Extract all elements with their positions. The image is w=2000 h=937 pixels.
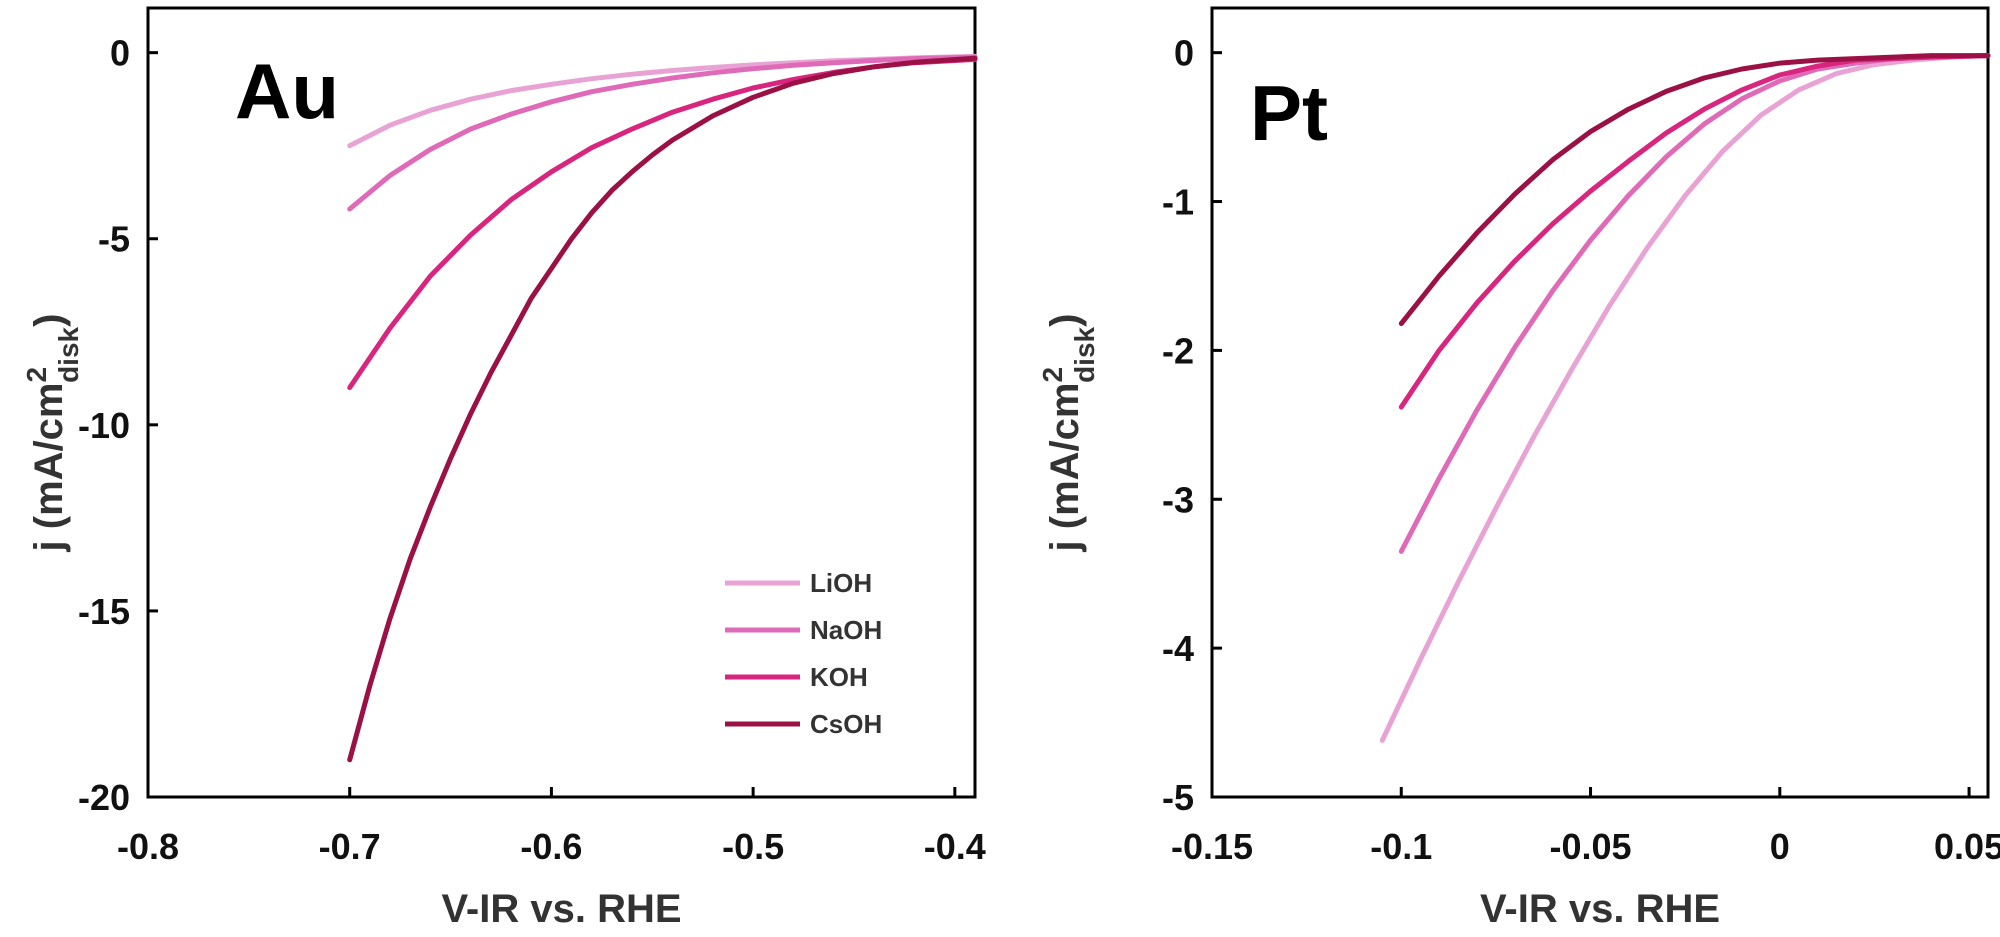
chart-au-legend-label: KOH [810, 662, 868, 692]
chart-pt-x-tick-label: 0 [1770, 826, 1790, 867]
chart-au-y-axis-label: j (mA/cm2disk) [21, 314, 84, 553]
chart-au-legend-label: CsOH [810, 709, 882, 739]
chart-pt-series-line-lioh [1379, 53, 1991, 743]
chart-au-y-axis-label-main: j (mA/cm [27, 383, 71, 553]
chart-au-y-tick-label: 0 [110, 33, 130, 74]
chart-au-y-axis-label-close: ) [27, 314, 71, 327]
chart-au-x-tick-label: -0.5 [722, 826, 784, 867]
chart-au-y-axis-label-sub: disk [53, 326, 84, 382]
chart-pt-y-tick-label: -4 [1162, 628, 1194, 669]
chart-au-y-axis-label-sup: 2 [21, 367, 52, 383]
chart-au-panel-label: Au [235, 47, 339, 135]
chart-au-plot-frame [146, 6, 977, 799]
chart-pt-y-tick-label: -5 [1162, 777, 1194, 818]
chart-pt-y-tick-label: 0 [1174, 33, 1194, 74]
chart-au-series-line-lioh [347, 53, 978, 149]
chart-au-series-line-naoh [347, 54, 978, 212]
chart-au-y-tick-label: -20 [78, 777, 130, 818]
chart-au-x-tick-label: -0.7 [319, 826, 381, 867]
chart-pt-x-tick-label: -0.1 [1370, 826, 1432, 867]
pt-panel: 0 -1 -2 -3 -4 -5 -0.15 -0.1 -0.05 0 0.05 V-IR vs. R… [1037, 6, 2000, 931]
chart-pt-x-axis-label: V-IR vs. RHE [1480, 887, 1720, 931]
chart-pt-x-tick-label: -0.15 [1171, 826, 1253, 867]
chart-au-legend: LiOH NaOH KOH CsOH [725, 568, 882, 739]
chart-pt-x-tick-label: -0.05 [1550, 826, 1632, 867]
chart-au-y-tick-label: -10 [78, 405, 130, 446]
chart-pt-plot-frame [1210, 6, 1990, 799]
chart-pt-series-line-naoh [1398, 53, 1991, 554]
chart-au-series-line-csoh [347, 55, 978, 763]
chart-au-x-tick-label: -0.6 [520, 826, 582, 867]
chart-pt-y-tick-label: -3 [1162, 479, 1194, 520]
chart-pt-series-line-csoh [1398, 53, 1991, 327]
chart-pt-y-axis-label-sub: disk [1069, 326, 1100, 382]
chart-au-legend-label: NaOH [810, 615, 882, 645]
chart-au-x-tick-label: -0.8 [117, 826, 179, 867]
au-panel: 0 -5 -10 -15 -20 -0.8 -0.7 -0.6 -0.5 -0.4 V-IR vs.… [21, 6, 986, 931]
chart-au-x-tick-label: -0.4 [924, 826, 986, 867]
chart-pt-y-axis-label-main: j (mA/cm [1043, 383, 1087, 553]
chart-pt-y-tick-label: -2 [1162, 330, 1194, 371]
chart-au-y-tick-label: -15 [78, 591, 130, 632]
chart-pt-y-axis-label-close: ) [1043, 314, 1087, 327]
chart-pt-y-axis-label-sup: 2 [1037, 367, 1068, 383]
chart-au-x-axis-label: V-IR vs. RHE [441, 887, 681, 931]
chart-pt-y-tick-label: -1 [1162, 182, 1194, 223]
chart-pt-x-tick-label: 0.05 [1934, 826, 2000, 867]
chart-pt-series-line-koh [1398, 53, 1991, 410]
chart-pt-y-axis-label: j (mA/cm2disk) [1037, 314, 1100, 553]
chart-au-y-tick-label: -5 [98, 219, 130, 260]
chart-pt-panel-label: Pt [1250, 69, 1328, 157]
chart-au-legend-label: LiOH [810, 568, 872, 598]
